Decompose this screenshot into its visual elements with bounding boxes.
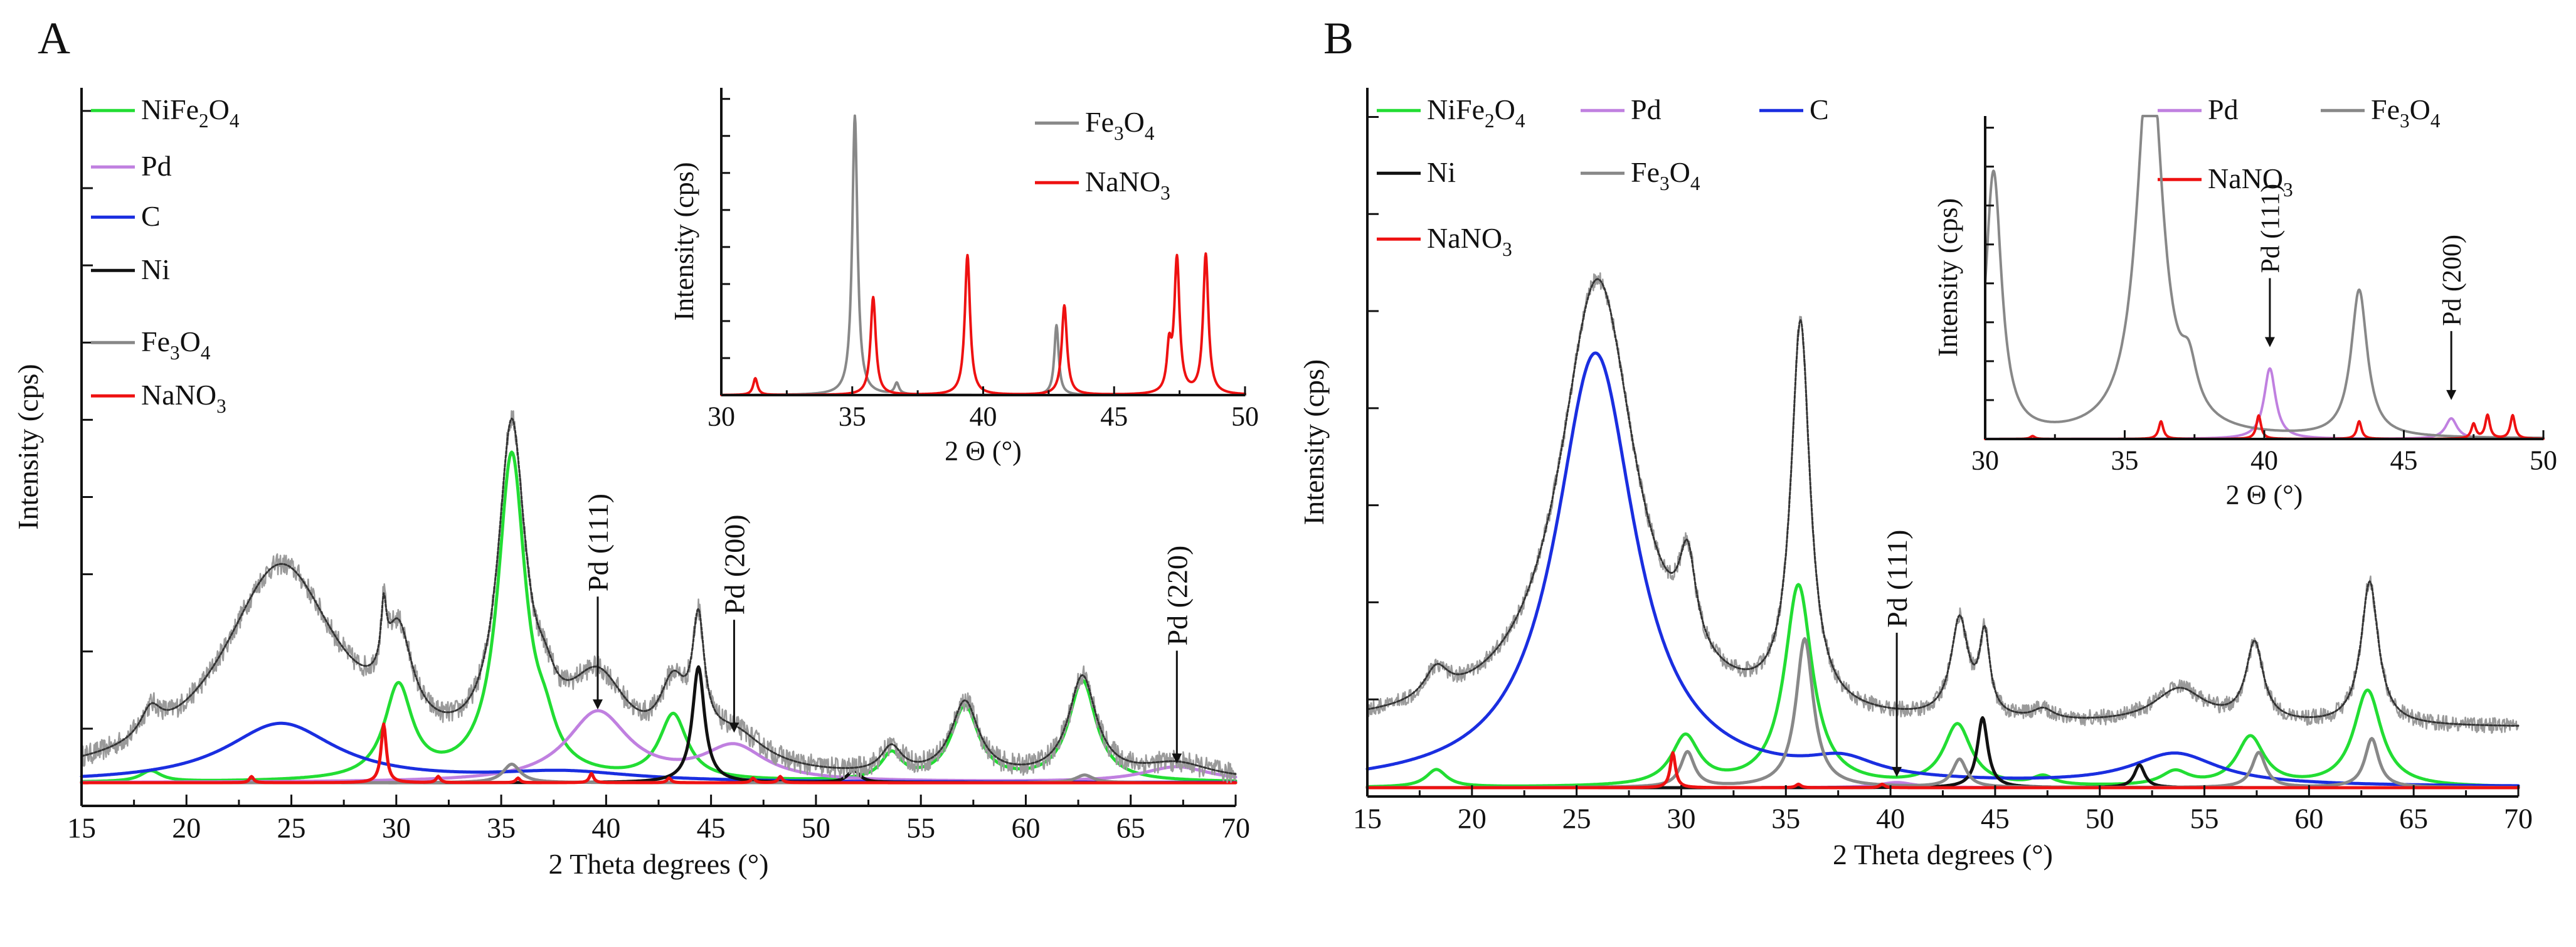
panel-a-legend: NiFe2O4 Pd C Ni Fe3O4 NaNO3 Fe3O4 NaNO3 <box>91 93 1170 417</box>
ni-series-line <box>80 665 1238 785</box>
x-tick-label: 70 <box>1221 812 1250 844</box>
legend-label-nife2o4: NiFe2O4 <box>1427 93 1525 132</box>
x-tick-label: 30 <box>708 401 735 431</box>
nano3-series-line <box>720 252 1246 396</box>
legend-label-pd: Pd <box>1631 93 1662 125</box>
annotation-arrowhead <box>2264 337 2275 347</box>
legend-label-c: C <box>1810 93 1829 125</box>
x-tick-label: 35 <box>487 812 516 844</box>
legend-label-fe3o4: Fe3O4 <box>1085 106 1155 144</box>
x-tick-label: 30 <box>382 812 411 844</box>
legend-label-fe3o4: Fe3O4 <box>2371 93 2441 132</box>
x-tick-label: 25 <box>1562 803 1591 835</box>
x-tick-label: 35 <box>2111 445 2139 475</box>
nano3-series-line <box>80 722 1238 785</box>
x-tick-label: 45 <box>697 812 726 844</box>
x-tick-label: 50 <box>2530 445 2557 475</box>
x-tick-label: 30 <box>1667 803 1695 835</box>
x-tick-label: 20 <box>1458 803 1487 835</box>
panel-b: B 15 20 25 30 35 40 45 50 55 60 65 70 2 Theta degree… <box>1298 13 2557 870</box>
fit-series-line <box>80 417 1237 775</box>
panel-b-label: B <box>1323 13 1354 63</box>
y-axis-label: Intensity (cps) <box>1932 198 1963 357</box>
fe3o4-series-line <box>1984 115 2545 440</box>
legend-label-nife2o4: NiFe2O4 <box>141 93 240 132</box>
x-tick-label: 45 <box>1100 401 1128 431</box>
x-tick-label: 70 <box>2504 803 2533 835</box>
panel-b-inset-chart: 30 35 40 45 50 2 Θ (°) Intensity (cps) Pd (111)… <box>1932 115 2557 510</box>
legend-label-c: C <box>141 200 161 232</box>
x-tick-label: 40 <box>2250 445 2278 475</box>
c-series-line <box>1365 351 2520 788</box>
x-tick-label: 55 <box>2190 803 2219 835</box>
panel-b-main-chart: 15 20 25 30 35 40 45 50 55 60 65 70 2 Theta degrees … <box>1298 88 2533 870</box>
legend-label-nano3: NaNO3 <box>2208 162 2293 201</box>
legend-label-ni: Ni <box>141 253 170 285</box>
legend-label-pd: Pd <box>141 150 172 182</box>
x-axis-label: 2 Θ (°) <box>945 435 1022 466</box>
x-tick-label: 65 <box>2399 803 2428 835</box>
annotation-arrowhead <box>2446 389 2457 400</box>
fit-series-line <box>1366 278 2520 727</box>
annotation-arrowhead <box>592 699 603 710</box>
nano3-series-line <box>1365 751 2520 790</box>
fe3o4-series-line <box>1365 637 2520 790</box>
legend-label-ni: Ni <box>1427 156 1456 188</box>
peak-annotation: Pd (111) <box>582 494 614 591</box>
panel-a-main-chart: 15 20 25 30 35 40 45 50 55 60 65 70 2 Theta degrees … <box>12 88 1250 880</box>
x-tick-label: 25 <box>277 812 306 844</box>
panel-a-label: A <box>38 13 70 63</box>
legend-label-nano3: NaNO3 <box>1085 166 1170 204</box>
peak-annotation: Pd (111) <box>1881 530 1913 628</box>
x-axis-label: 2 Theta degrees (°) <box>1833 839 2053 870</box>
x-tick-label: 60 <box>1011 812 1040 844</box>
x-tick-label: 30 <box>1971 445 1999 475</box>
peak-annotation: Pd (220) <box>1161 546 1193 646</box>
peak-annotation: Pd (111) <box>2257 184 2286 273</box>
x-tick-label: 50 <box>1231 401 1259 431</box>
legend-label-fe3o4: Fe3O4 <box>141 325 211 364</box>
x-tick-label: 15 <box>1353 803 1382 835</box>
x-tick-label: 40 <box>970 401 997 431</box>
annotation-arrowhead <box>1892 766 1902 777</box>
panel-a: A 15 20 25 30 35 40 45 50 55 60 65 70 2 Theta degree… <box>12 13 1259 880</box>
x-tick-label: 20 <box>172 812 201 844</box>
pd-series-line <box>80 709 1238 784</box>
peak-annotation: Pd (200) <box>719 514 751 615</box>
x-tick-label: 35 <box>839 401 866 431</box>
x-tick-label: 55 <box>906 812 935 844</box>
y-axis-label: Intensity (cps) <box>1298 359 1330 525</box>
y-axis-label: Intensity (cps) <box>669 162 699 321</box>
panel-a-inset-chart: 30 35 40 45 50 2 Θ (°) Intensity (cps) <box>669 88 1259 466</box>
x-tick-label: 50 <box>802 812 830 844</box>
panel-b-legend: NiFe2O4 Pd C Ni Fe3O4 NaNO3 Pd Fe3O4 NaNO3 <box>1377 93 2441 260</box>
legend-label-nano3: NaNO3 <box>1427 222 1512 260</box>
annotation-arrowhead <box>729 722 739 733</box>
x-tick-label: 35 <box>1771 803 1800 835</box>
x-tick-label: 45 <box>1981 803 2010 835</box>
legend-label-fe3o4: Fe3O4 <box>1631 156 1700 194</box>
nife2o4-series-line <box>1365 583 2520 788</box>
x-tick-label: 65 <box>1116 812 1145 844</box>
raw-data-trace <box>80 410 1236 783</box>
x-tick-label: 15 <box>67 812 96 844</box>
y-axis-label: Intensity (cps) <box>12 364 44 529</box>
x-tick-label: 45 <box>2390 445 2418 475</box>
x-tick-label: 60 <box>2294 803 2323 835</box>
x-tick-label: 40 <box>1876 803 1905 835</box>
x-axis-label: 2 Theta degrees (°) <box>549 848 769 880</box>
x-axis-label: 2 Θ (°) <box>2226 479 2303 510</box>
legend-label-pd: Pd <box>2208 93 2239 125</box>
x-tick-label: 40 <box>591 812 620 844</box>
peak-annotation: Pd (200) <box>2438 235 2467 326</box>
legend-label-nano3: NaNO3 <box>141 379 226 417</box>
x-tick-label: 50 <box>2086 803 2114 835</box>
annotation-arrowhead <box>1172 753 1182 764</box>
